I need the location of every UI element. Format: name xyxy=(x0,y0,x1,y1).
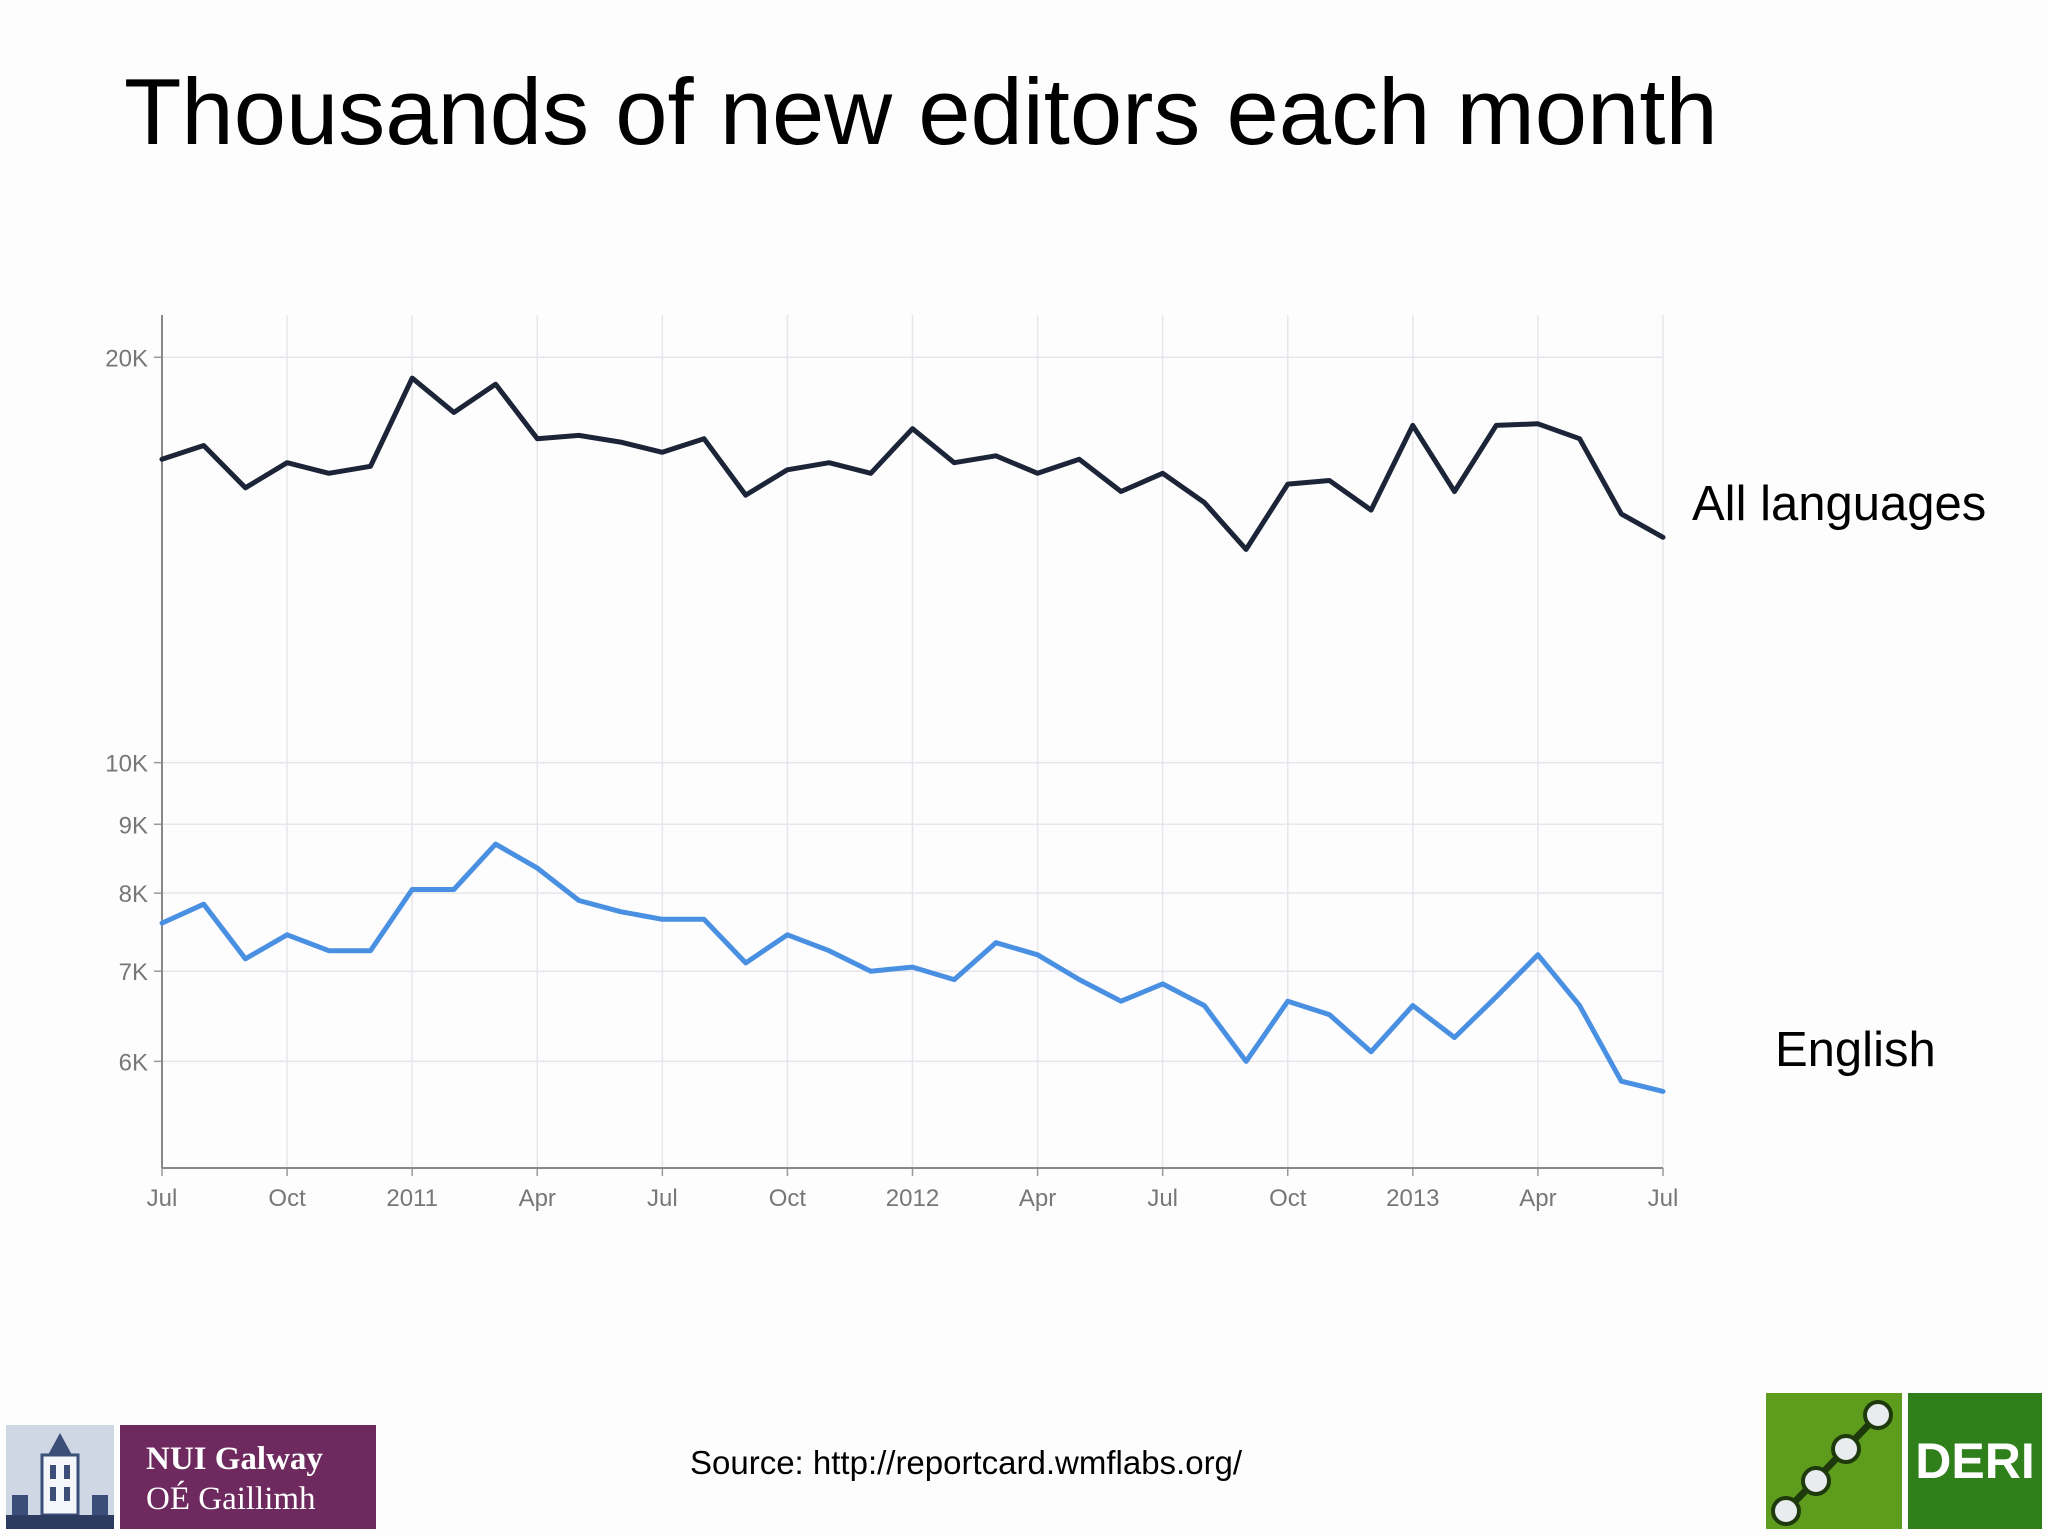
grid-lines xyxy=(161,315,1664,1168)
x-tick-label: Oct xyxy=(769,1185,807,1212)
english-series-line xyxy=(159,841,1666,1094)
x-tick-label: Jul xyxy=(1648,1185,1679,1212)
nui-galway-logo: NUI Galway OÉ Gaillimh xyxy=(6,1425,376,1529)
nui-galway-name: NUI Galway xyxy=(146,1441,323,1477)
deri-wordmark: DERI xyxy=(1908,1393,2042,1529)
source-citation: Source: http://reportcard.wmflabs.org/ xyxy=(690,1444,1243,1481)
nui-galway-wordmark: NUI Galway OÉ Gaillimh xyxy=(120,1425,376,1529)
x-tick-label: Apr xyxy=(519,1185,556,1212)
x-tick-label: Jul xyxy=(1147,1185,1178,1212)
y-tick-label: 8K xyxy=(119,881,148,908)
x-tick-label: Jul xyxy=(147,1185,178,1212)
deri-linked-nodes-icon xyxy=(1766,1393,1902,1529)
all-languages-series-label: All languages xyxy=(1692,477,1987,531)
nui-galway-irish-name: OÉ Gaillimh xyxy=(146,1481,316,1517)
x-tick-label: Oct xyxy=(1269,1185,1307,1212)
x-tick-label: Apr xyxy=(1519,1185,1556,1212)
y-tick-label: 7K xyxy=(119,959,148,986)
x-tick-label: 2012 xyxy=(886,1185,939,1212)
y-tick-label: 10K xyxy=(105,751,148,778)
english-series-label: English xyxy=(1775,1023,1936,1077)
deri-logo: DERI xyxy=(1766,1393,2042,1529)
x-tick-label: 2013 xyxy=(1386,1185,1439,1212)
y-tick-label: 20K xyxy=(105,345,148,372)
x-tick-label: Oct xyxy=(268,1185,306,1212)
y-tick-label: 9K xyxy=(119,812,148,839)
y-tick-label: 6K xyxy=(119,1049,148,1076)
all-languages-series-line xyxy=(159,375,1666,552)
x-tick-label: 2011 xyxy=(386,1185,438,1212)
nui-galway-emblem-icon xyxy=(6,1425,114,1529)
series-lines xyxy=(159,375,1666,1094)
x-tick-label: Jul xyxy=(647,1185,678,1212)
x-tick-label: Apr xyxy=(1019,1185,1056,1212)
tick-labels: 6K 7K 8K 9K 10K 20K Jul Oct 2011 Apr Jul Oct 2012 Apr… xyxy=(105,345,1678,1212)
slide-title: Thousands of new editors each month xyxy=(124,59,1718,164)
